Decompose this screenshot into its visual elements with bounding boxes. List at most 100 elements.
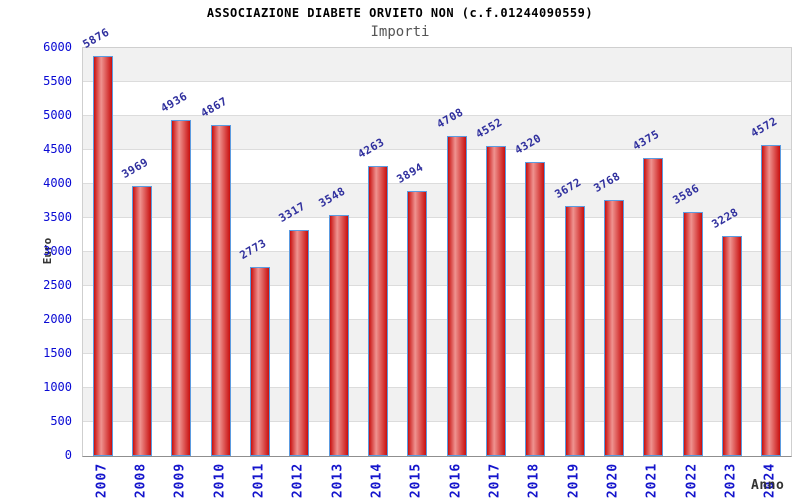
bar xyxy=(407,191,428,456)
x-tick-label: 2018 xyxy=(526,462,542,499)
bar xyxy=(249,267,270,456)
x-tick-label: 2017 xyxy=(487,462,503,499)
bar-value-label: 4320 xyxy=(512,131,544,157)
bar-value-label: 2773 xyxy=(237,236,269,262)
bar xyxy=(643,158,664,456)
bar xyxy=(761,145,782,456)
y-tick-label: 1500 xyxy=(43,346,72,360)
bar xyxy=(603,200,624,456)
plot-band xyxy=(83,252,791,286)
plot-band xyxy=(83,320,791,354)
bar xyxy=(131,186,152,456)
bar-slot: 4867 xyxy=(198,48,240,456)
y-tick-label: 500 xyxy=(50,414,72,428)
bar-slot: 3768 xyxy=(591,48,633,456)
bar-slot: 3548 xyxy=(316,48,358,456)
bar-slot: 4263 xyxy=(355,48,397,456)
bar xyxy=(721,236,742,456)
x-tick-label: 2010 xyxy=(212,462,228,499)
bar-slot: 3586 xyxy=(670,48,712,456)
bar-value-label: 3228 xyxy=(709,205,741,231)
bar-value-label: 4572 xyxy=(748,114,780,140)
plot-band xyxy=(83,388,791,422)
plot-band xyxy=(83,82,791,116)
plot-band xyxy=(83,184,791,218)
x-tick-label: 2015 xyxy=(408,462,424,499)
bar-slot: 4708 xyxy=(434,48,476,456)
x-tick-label: 2013 xyxy=(330,462,346,499)
chart-subtitle: Importi xyxy=(370,24,430,40)
bar-slot: 4320 xyxy=(512,48,555,456)
bar-slot: 4572 xyxy=(748,48,791,456)
y-tick-label: 2500 xyxy=(43,278,72,292)
bar-slot: 3969 xyxy=(119,48,161,456)
bar xyxy=(92,56,113,456)
bar-value-label: 3768 xyxy=(591,169,623,195)
x-tick-label: 2023 xyxy=(723,462,739,499)
bar-value-label: 3317 xyxy=(276,199,308,225)
plot-band xyxy=(83,422,791,456)
bar xyxy=(210,125,231,456)
y-tick-label: 3000 xyxy=(43,244,72,258)
plot-area: 5876 3969 4936 4867 2773 3317 3548 4263 3894 4708… xyxy=(80,25,792,457)
bar xyxy=(564,206,585,456)
x-axis-label: Anno xyxy=(751,478,785,493)
plot-band xyxy=(83,116,791,150)
plot-band xyxy=(83,286,791,320)
plot-band xyxy=(83,354,791,388)
bar-slot: 3672 xyxy=(552,48,594,456)
plot-band xyxy=(83,48,791,82)
bar xyxy=(328,215,349,456)
plot-band xyxy=(83,218,791,252)
x-tick-label: 2007 xyxy=(94,462,110,499)
bar-value-label: 4708 xyxy=(434,105,466,131)
x-tick-label: 2009 xyxy=(172,462,188,499)
bar xyxy=(682,212,703,456)
bar-value-label: 3969 xyxy=(119,155,151,181)
bar-value-label: 3894 xyxy=(394,160,426,186)
x-tick-label: 2016 xyxy=(448,462,464,499)
y-tick-label: 3500 xyxy=(43,210,72,224)
bar xyxy=(171,120,192,456)
bar-slot: 4552 xyxy=(473,48,515,456)
bars-layer: 5876 3969 4936 4867 2773 3317 3548 4263 3894 4708… xyxy=(80,25,791,456)
bar-value-label: 4867 xyxy=(198,94,230,120)
bar xyxy=(446,136,467,456)
y-tick-label: 4500 xyxy=(43,142,72,156)
bar-value-label: 4375 xyxy=(630,127,662,153)
x-tick-label: 2021 xyxy=(644,462,660,499)
bar-slot: 5876 xyxy=(80,25,122,456)
bar-slot: 3894 xyxy=(394,48,437,456)
bar-value-label: 3672 xyxy=(552,175,584,201)
x-tick-label: 2014 xyxy=(369,462,385,499)
chart-title: ASSOCIAZIONE DIABETE ORVIETO NON (c.f.01… xyxy=(206,6,594,20)
y-tick-label: 4000 xyxy=(43,176,72,190)
bar-value-label: 3548 xyxy=(316,184,348,210)
y-tick-label: 5500 xyxy=(43,74,72,88)
bar-value-label: 4936 xyxy=(158,89,190,115)
bar-value-label: 4552 xyxy=(473,115,505,141)
x-tick-label: 2020 xyxy=(605,462,621,499)
bar xyxy=(525,162,546,456)
x-tick-label: 2008 xyxy=(133,462,149,499)
y-tick-label: 5000 xyxy=(43,108,72,122)
x-tick-label: 2019 xyxy=(566,462,582,499)
bar-slot: 4936 xyxy=(158,48,201,456)
y-tick-label: 0 xyxy=(64,448,72,462)
bar-slot: 4375 xyxy=(630,48,673,456)
x-tick-label: 2022 xyxy=(684,462,700,499)
bar xyxy=(367,166,388,456)
x-tick-label: 2011 xyxy=(251,462,267,499)
bar-slot: 2773 xyxy=(237,48,279,456)
bar xyxy=(485,146,506,456)
bar-slot: 3228 xyxy=(709,48,751,456)
bar xyxy=(289,230,310,456)
bar-slot: 3317 xyxy=(276,48,319,456)
plot-bands xyxy=(83,48,791,456)
y-tick-label: 1000 xyxy=(43,380,72,394)
plot-band xyxy=(83,150,791,184)
y-tick-label: 2000 xyxy=(43,312,72,326)
bar-value-label: 4263 xyxy=(355,135,387,161)
y-tick-label: 6000 xyxy=(43,40,72,54)
